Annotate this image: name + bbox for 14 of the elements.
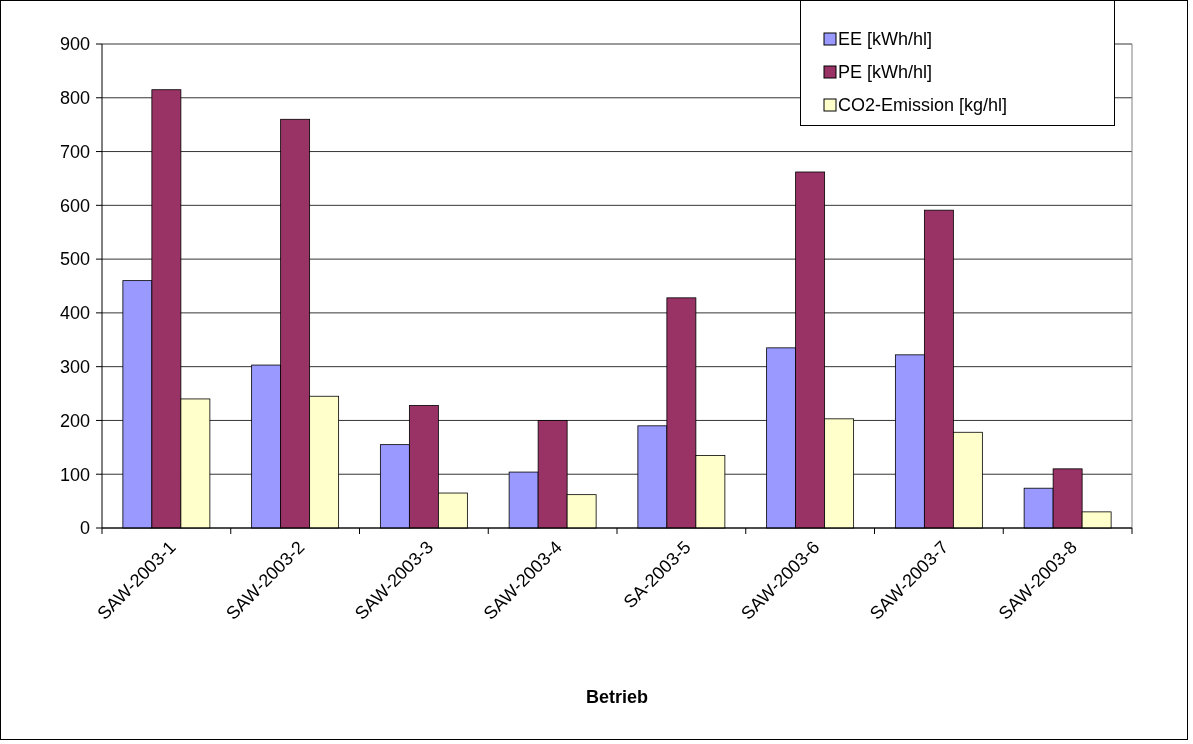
y-tick-label: 300 — [59, 356, 90, 377]
legend-label: CO2-Emission [kg/hl] — [838, 95, 1008, 116]
y-tick-label: 900 — [59, 34, 90, 55]
y-tick-label: 800 — [59, 88, 90, 109]
y-tick-label: 0 — [79, 518, 90, 539]
x-axis-title: Betrieb — [585, 687, 649, 707]
y-tick-label: 200 — [59, 410, 90, 431]
y-tick-label: 100 — [59, 464, 90, 485]
legend-label: EE [kWh/hl] — [838, 29, 933, 50]
y-tick-label: 700 — [59, 141, 90, 162]
y-tick-label: 400 — [59, 303, 90, 324]
y-tick-label: 500 — [59, 249, 90, 270]
y-tick-label: 600 — [59, 195, 90, 216]
legend-label: PE [kWh/hl] — [838, 62, 933, 83]
